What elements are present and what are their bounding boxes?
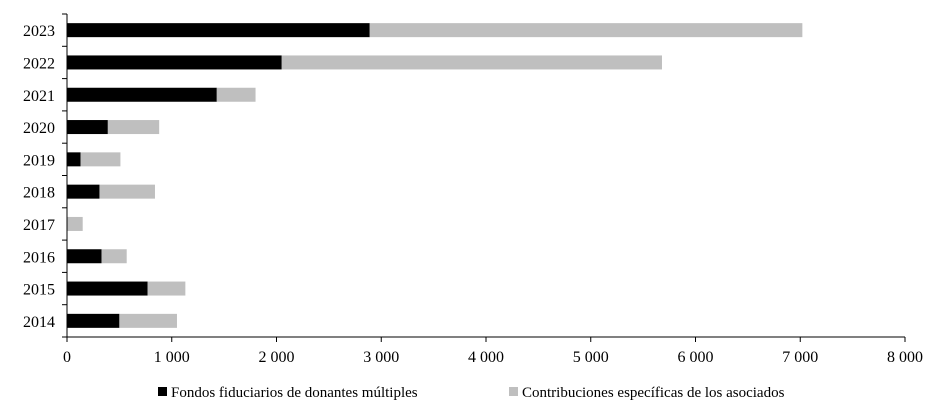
bar-2022-series-0 (67, 55, 282, 70)
x-tick-group: 0 1 000 2 000 3 000 4 000 5 000 6 000 7 000 8 00… (63, 337, 923, 366)
y-tick-label-2023: 2023 (23, 23, 55, 40)
bar-2019-series-0 (67, 152, 81, 167)
bar-2021-series-0 (67, 87, 217, 102)
legend: Fondos fiduciarios de donantes múltiples… (158, 385, 785, 401)
bar-2017-series-1 (67, 216, 83, 231)
bar-2016-series-0 (67, 249, 102, 264)
x-tick-label: 7 000 (782, 349, 818, 366)
x-tick-label: 6 000 (678, 349, 714, 366)
bars-group (67, 23, 803, 328)
x-tick-label: 1 000 (154, 349, 190, 366)
y-tick-label-2022: 2022 (23, 55, 55, 72)
bar-2014-series-1 (119, 313, 177, 328)
x-tick-label: 0 (63, 349, 71, 366)
bar-2015-series-1 (147, 281, 186, 296)
y-tick-label-2021: 2021 (23, 88, 55, 105)
bar-2020-series-1 (107, 120, 160, 135)
legend-label-fondos: Fondos fiduciarios de donantes múltiples (171, 385, 418, 401)
y-tick-label-2016: 2016 (23, 249, 55, 266)
bar-2015-series-0 (67, 281, 148, 296)
y-tick-group: 2014 2015 2016 2017 2018 2019 2020 2021 2022 2023 (23, 13, 67, 338)
bar-2018-series-1 (99, 184, 155, 199)
bar-2023-series-0 (67, 23, 370, 38)
legend-swatch-contribuciones (509, 387, 518, 396)
bar-2019-series-1 (80, 152, 121, 167)
bar-2020-series-0 (67, 120, 108, 135)
bar-2014-series-0 (67, 313, 120, 328)
x-tick-label: 8 000 (887, 349, 923, 366)
x-tick-label: 5 000 (573, 349, 609, 366)
x-tick-label: 3 000 (363, 349, 399, 366)
y-tick-label-2015: 2015 (23, 282, 55, 299)
y-tick-label-2020: 2020 (23, 120, 55, 137)
bar-2022-series-1 (281, 55, 662, 70)
bar-2023-series-1 (369, 23, 803, 38)
bar-2016-series-1 (101, 249, 127, 264)
legend-label-contribuciones: Contribuciones específicas de los asocia… (522, 385, 785, 401)
y-tick-label-2018: 2018 (23, 185, 55, 202)
x-tick-label: 2 000 (259, 349, 295, 366)
y-tick-label-2019: 2019 (23, 152, 55, 169)
legend-swatch-fondos (158, 387, 167, 396)
bar-2018-series-0 (67, 184, 100, 199)
bar-2021-series-1 (216, 87, 256, 102)
y-tick-label-2014: 2014 (23, 314, 55, 331)
x-tick-label: 4 000 (468, 349, 504, 366)
y-tick-label-2017: 2017 (23, 217, 55, 234)
